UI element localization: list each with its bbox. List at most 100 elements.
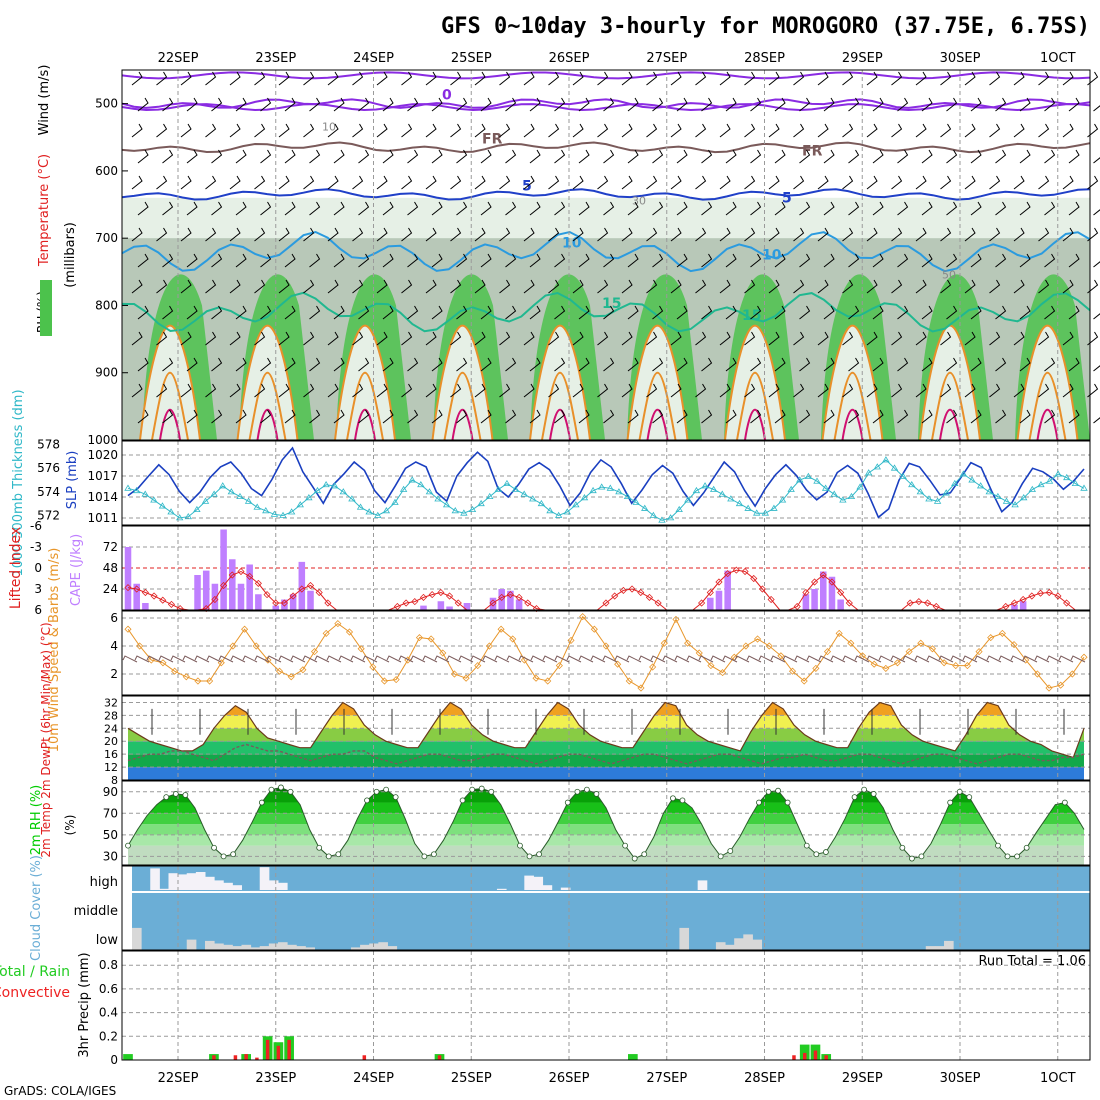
- cape-bar: [1011, 604, 1018, 610]
- wind-barb: [897, 357, 909, 372]
- isotherm-label: FR: [802, 143, 823, 159]
- wind-speed-point: [310, 648, 319, 656]
- wind-barb-10m: [302, 655, 318, 663]
- wind-barb: [572, 71, 584, 86]
- wind-barb: [529, 253, 541, 268]
- wind-barb: [872, 149, 884, 164]
- wind-barb: [842, 71, 854, 86]
- slp-axis-label: SLP (mb): [65, 451, 80, 510]
- precip-total-label: Total / Rain: [0, 964, 70, 980]
- thickness-point: [486, 492, 494, 500]
- wind-barb: [505, 253, 517, 268]
- thickness-point: [219, 482, 227, 489]
- cloud-low-bar: [204, 940, 215, 950]
- wind-barb: [260, 305, 272, 320]
- wind-barb: [358, 305, 370, 320]
- rh2m-series-line: [127, 786, 1085, 860]
- wind-speed-point: [532, 674, 540, 682]
- wind-speed-point: [357, 645, 365, 653]
- thickness-point: [141, 490, 149, 497]
- li-point: [698, 599, 706, 607]
- rh2m-point: [717, 853, 724, 860]
- wind-barb: [303, 279, 315, 294]
- wind-barb: [1068, 97, 1080, 112]
- wind-barb: [1044, 253, 1056, 268]
- thickness-point: [184, 512, 192, 520]
- wind-barb-10m: [830, 655, 846, 663]
- rh2m-point: [564, 799, 571, 806]
- cloud-level-label: low: [96, 933, 119, 948]
- wind-barb: [474, 279, 486, 294]
- thickness-point: [770, 504, 778, 511]
- thickness-point: [589, 486, 597, 494]
- rh2m-point: [1014, 853, 1020, 860]
- wind-barb: [725, 97, 737, 112]
- wind-barb: [652, 357, 664, 372]
- wind-barb: [162, 409, 174, 424]
- wind-barb: [744, 123, 756, 138]
- dewpt-series-line: [127, 743, 1085, 765]
- wind-barb: [1038, 279, 1050, 294]
- li-point: [445, 592, 454, 600]
- wind-barb-10m: [722, 655, 738, 663]
- wind-speed-point: [439, 649, 447, 657]
- wind-barb: [162, 357, 174, 372]
- cloud-high-bar: [524, 875, 534, 890]
- li-point: [1019, 595, 1027, 604]
- wind-barb: [701, 357, 713, 372]
- thickness-point: [193, 505, 201, 513]
- thickness-point: [270, 510, 279, 517]
- thickness-point: [227, 488, 236, 495]
- wind-barb: [505, 305, 517, 320]
- rh2m-point: [803, 842, 810, 849]
- temp-tick-label: 32: [104, 696, 118, 709]
- wind-speed-point: [637, 684, 645, 692]
- wind-speed-point: [1033, 670, 1041, 678]
- thickness-point: [365, 508, 373, 515]
- wind-barb: [456, 97, 468, 112]
- rh2m-point: [822, 849, 829, 855]
- rh-contour-label: 10: [322, 121, 336, 134]
- thickness-point: [813, 477, 821, 484]
- wind-speed-point: [345, 628, 354, 636]
- wind-barb-10m: [530, 655, 546, 663]
- wind-barb: [450, 123, 462, 138]
- wind-barb: [915, 279, 927, 294]
- thickness-tick-label: 572: [37, 509, 60, 523]
- wind-barb: [474, 331, 486, 346]
- wind-barb: [627, 305, 639, 320]
- wind-barb: [137, 409, 149, 424]
- wind-barb: [254, 175, 266, 190]
- wind-barb: [229, 71, 241, 86]
- date-label-bottom: 24SEP: [353, 1071, 394, 1086]
- wind-barb: [352, 175, 364, 190]
- precip-tick-label: 0.6: [99, 982, 118, 996]
- wind-barb: [425, 175, 437, 190]
- wind-barb: [989, 175, 1001, 190]
- wind-barb-10m: [578, 655, 594, 663]
- wind-barb: [186, 149, 198, 164]
- thickness-point: [305, 494, 313, 501]
- cloud-frame: [121, 865, 1091, 951]
- wind-barb: [358, 97, 370, 112]
- thickness-point: [830, 490, 838, 497]
- cloud-low-bar: [743, 934, 753, 950]
- wind-barb: [456, 305, 468, 320]
- wind-barb: [474, 71, 486, 86]
- rh2m-point: [421, 853, 428, 860]
- wind-barb: [131, 227, 143, 242]
- li-point: [176, 605, 184, 613]
- thickness-point: [701, 482, 709, 489]
- wind-barb-10m: [650, 655, 666, 663]
- pressure-tick-label: 1000: [87, 433, 118, 447]
- wind-barb: [1062, 123, 1074, 138]
- wind-barb: [1093, 105, 1100, 112]
- cape-bar: [715, 590, 723, 610]
- wind-barb: [260, 149, 272, 164]
- isotherm-25: [646, 408, 669, 441]
- thickness-point: [417, 480, 425, 488]
- wind-barb: [719, 175, 731, 190]
- wind-barb: [425, 71, 437, 86]
- wind-barb: [352, 331, 364, 346]
